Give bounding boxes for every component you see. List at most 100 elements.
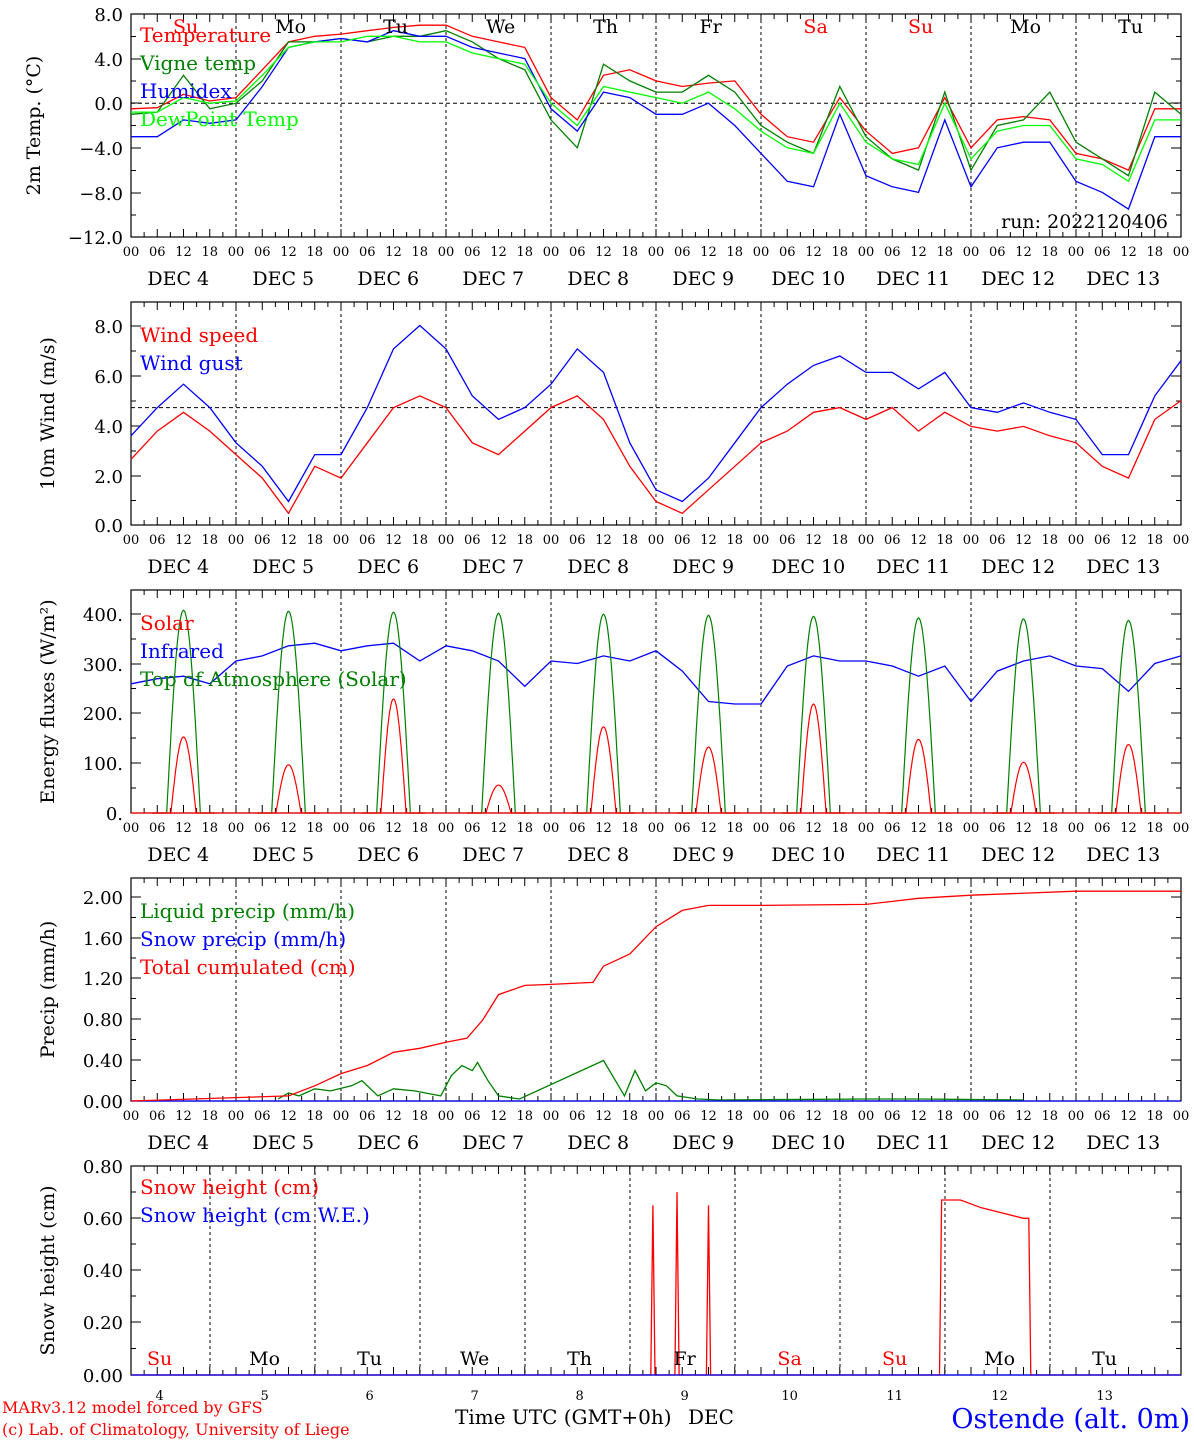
y-tick-label: 0.40	[83, 1261, 123, 1282]
date-label: DEC 11	[876, 556, 950, 578]
hour-tick-label: 18	[831, 533, 848, 548]
hour-tick-label: 12	[1015, 1109, 1032, 1124]
y-tick-label: 0.20	[83, 1313, 123, 1334]
date-label: DEC 10	[771, 556, 845, 578]
date-label: DEC 12	[981, 1132, 1055, 1154]
weekday-label: Tu	[383, 16, 408, 38]
hour-tick-label: 00	[1068, 533, 1085, 548]
series-liquid-precip-mm-h-	[277, 1059, 1024, 1101]
day-number: 8	[575, 1389, 583, 1404]
hour-tick-label: 06	[779, 821, 796, 836]
hour-tick-label: 00	[963, 533, 980, 548]
series-toa-solar	[887, 617, 950, 814]
hour-tick-label: 18	[726, 821, 743, 836]
series-solar	[257, 764, 320, 814]
weekday-label: Th	[593, 16, 618, 38]
hour-tick-label: 00	[1173, 821, 1190, 836]
hour-tick-label: 12	[700, 533, 717, 548]
y-tick-label: 300.	[83, 655, 123, 676]
date-label: DEC 12	[981, 844, 1055, 866]
day-number: 6	[365, 1389, 373, 1404]
hour-tick-label: 18	[306, 821, 323, 836]
y-tick-label: 0.	[106, 804, 123, 825]
hour-tick-label: 06	[884, 245, 901, 260]
y-tick-label: 0.0	[94, 94, 123, 115]
weekday-label-bottom: Sa	[777, 1348, 801, 1370]
hour-tick-label: 00	[333, 821, 350, 836]
day-number: 7	[470, 1389, 478, 1404]
day-number: 10	[781, 1389, 798, 1404]
hour-tick-label: 06	[149, 1109, 166, 1124]
y-tick-label: 1.60	[83, 929, 123, 950]
date-label: DEC 6	[357, 1132, 419, 1154]
weekday-label-bottom: Tu	[357, 1348, 382, 1370]
y-axis-title: Precip (mm/h)	[37, 921, 59, 1059]
day-number: 4	[155, 1389, 163, 1404]
y-tick-label: 400.	[83, 605, 123, 626]
hour-tick-label: 12	[700, 1109, 717, 1124]
hour-tick-label: 12	[385, 1109, 402, 1124]
legend-entry: Solar	[140, 611, 194, 635]
hour-tick-label: 00	[963, 821, 980, 836]
legend-entry: Snow height (cm W.E.)	[140, 1203, 370, 1227]
hour-tick-label: 18	[936, 1109, 953, 1124]
weekday-label-bottom: Mo	[984, 1348, 1015, 1370]
weekday-label: Mo	[275, 16, 306, 38]
legend-entry: Wind gust	[140, 351, 243, 375]
date-label: DEC 7	[462, 556, 524, 578]
hour-tick-label: 06	[989, 1109, 1006, 1124]
hour-tick-label: 12	[1120, 1109, 1137, 1124]
hour-tick-label: 18	[726, 533, 743, 548]
hour-tick-label: 00	[123, 533, 140, 548]
date-label: DEC 4	[147, 556, 209, 578]
day-number: 12	[991, 1389, 1008, 1404]
hour-tick-label: 00	[858, 821, 875, 836]
hour-tick-label: 00	[543, 821, 560, 836]
date-label: DEC 11	[876, 1132, 950, 1154]
hour-tick-label: 06	[254, 533, 271, 548]
hour-tick-label: 06	[1094, 821, 1111, 836]
hour-tick-label: 12	[805, 821, 822, 836]
station-name: Ostende (alt. 0m)	[951, 1404, 1190, 1435]
date-label: DEC 9	[672, 268, 734, 290]
date-label: DEC 7	[462, 1132, 524, 1154]
weekday-label: Fr	[699, 16, 722, 38]
date-label: DEC 9	[672, 556, 734, 578]
hour-tick-label: 06	[359, 1109, 376, 1124]
hour-tick-label: 00	[1068, 245, 1085, 260]
weekday-label: Tu	[1118, 16, 1143, 38]
weekday-label: Mo	[1010, 16, 1041, 38]
series-toa-solar	[467, 612, 530, 814]
hour-tick-label: 00	[1068, 1109, 1085, 1124]
date-label: DEC 9	[672, 1132, 734, 1154]
hour-tick-label: 18	[1146, 821, 1163, 836]
hour-tick-label: 18	[516, 533, 533, 548]
weekday-label: Su	[173, 16, 198, 38]
hour-tick-label: 00	[123, 1109, 140, 1124]
weekday-label: We	[486, 16, 515, 38]
date-label: DEC 7	[462, 844, 524, 866]
date-label: DEC 5	[252, 844, 314, 866]
date-label: DEC 5	[252, 1132, 314, 1154]
hour-tick-label: 06	[569, 1109, 586, 1124]
hour-tick-label: 18	[726, 245, 743, 260]
hour-tick-label: 18	[621, 245, 638, 260]
hour-tick-label: 12	[910, 533, 927, 548]
legend-entry: Humidex	[140, 79, 232, 103]
legend-entry: Temperature	[140, 23, 271, 47]
weekday-label: Su	[908, 16, 933, 38]
hour-tick-label: 06	[884, 821, 901, 836]
date-label: DEC 10	[771, 268, 845, 290]
y-tick-label: 4.0	[94, 50, 123, 71]
legend-entry: Total cumulated (cm)	[140, 955, 356, 979]
series-temperature	[130, 24, 1181, 171]
plot-frame	[130, 301, 1182, 526]
hour-tick-label: 06	[254, 245, 271, 260]
hour-tick-label: 18	[516, 1109, 533, 1124]
hour-tick-label: 00	[1173, 1109, 1190, 1124]
hour-tick-label: 00	[123, 821, 140, 836]
day-number: 11	[886, 1389, 903, 1404]
hour-tick-label: 00	[333, 245, 350, 260]
y-tick-label: 0.80	[83, 1157, 123, 1178]
